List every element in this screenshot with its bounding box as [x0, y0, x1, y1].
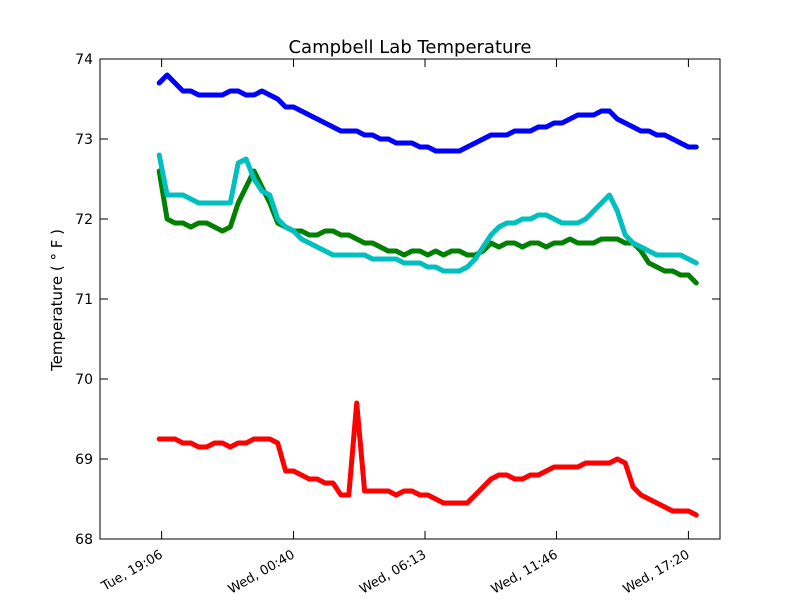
- x-axis: Tue, 19:06 Wed, 00:40 Wed, 06:13 Wed, 11:46…: [98, 59, 692, 598]
- y-axis-label: Temperature ( ° F ): [48, 229, 66, 372]
- series-line-4: [156, 400, 699, 518]
- series-line-3: [156, 152, 699, 274]
- y-tick-label: 73: [75, 132, 93, 148]
- x-tick-label: Wed, 00:40: [226, 547, 298, 597]
- series-line-1: [156, 72, 699, 154]
- y-axis: 68 69 70 71 72 73 74: [75, 52, 720, 548]
- y-tick-label: 72: [75, 212, 93, 228]
- y-tick-label: 68: [75, 532, 93, 548]
- series-layer: [156, 72, 699, 518]
- chart-title: Campbell Lab Temperature: [288, 37, 531, 58]
- y-tick-label: 69: [75, 452, 93, 468]
- series-line-2: [156, 168, 699, 286]
- y-tick-label: 74: [75, 52, 93, 68]
- x-tick-label: Wed, 17:20: [621, 547, 693, 597]
- y-tick-label: 71: [75, 292, 93, 308]
- x-tick-label: Wed, 06:13: [357, 547, 429, 597]
- y-tick-label: 70: [75, 372, 93, 388]
- x-tick-label: Tue, 19:06: [98, 547, 165, 594]
- x-tick-label: Wed, 11:46: [489, 547, 561, 597]
